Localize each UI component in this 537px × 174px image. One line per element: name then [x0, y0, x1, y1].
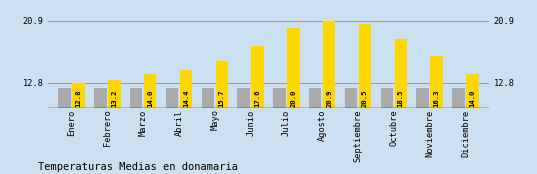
Bar — [287, 28, 300, 108]
Bar — [180, 70, 192, 108]
Text: 14.0: 14.0 — [469, 89, 475, 107]
Text: 14.4: 14.4 — [183, 89, 189, 107]
Bar — [94, 88, 107, 108]
Bar — [345, 88, 357, 108]
Bar — [359, 24, 371, 108]
Bar — [323, 21, 336, 108]
Text: 20.9: 20.9 — [326, 89, 332, 107]
Bar — [452, 88, 465, 108]
Bar — [166, 88, 178, 108]
Bar — [130, 88, 142, 108]
Bar — [108, 80, 121, 108]
Bar — [430, 56, 443, 108]
Text: 13.2: 13.2 — [111, 89, 118, 107]
Bar — [251, 46, 264, 108]
Bar — [273, 88, 286, 108]
Text: 20.5: 20.5 — [362, 89, 368, 107]
Text: 17.6: 17.6 — [255, 89, 260, 107]
Text: 20.0: 20.0 — [291, 89, 296, 107]
Bar — [237, 88, 250, 108]
Bar — [215, 61, 228, 108]
Bar — [201, 88, 214, 108]
Text: 14.0: 14.0 — [147, 89, 153, 107]
Bar — [144, 74, 156, 108]
Text: 18.5: 18.5 — [398, 89, 404, 107]
Bar — [72, 83, 85, 108]
Text: 12.8: 12.8 — [76, 89, 82, 107]
Bar — [466, 74, 478, 108]
Bar — [416, 88, 429, 108]
Text: Temperaturas Medias en donamaria: Temperaturas Medias en donamaria — [38, 162, 237, 172]
Bar — [381, 88, 393, 108]
Text: 16.3: 16.3 — [433, 89, 440, 107]
Bar — [59, 88, 71, 108]
Bar — [395, 39, 407, 108]
Bar — [309, 88, 322, 108]
Text: 15.7: 15.7 — [219, 89, 225, 107]
